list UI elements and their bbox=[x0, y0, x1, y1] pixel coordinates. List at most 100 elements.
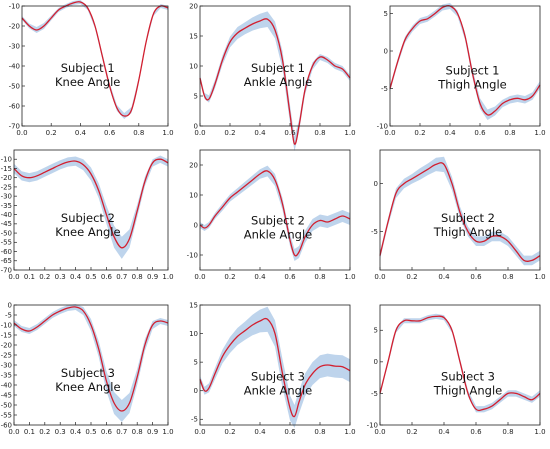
y-tick-label: 0 bbox=[8, 301, 12, 309]
y-tick-label: -20 bbox=[1, 174, 12, 182]
x-tick-label: 0.4 bbox=[438, 273, 450, 281]
x-tick-label: 0.1 bbox=[24, 273, 35, 281]
chart-panel-1: -10 -20 -30 -40 -50 -60 -700.0 0.2 0.4 0.6 0.8 1.0 S… bbox=[9, 0, 174, 137]
x-tick-label: 0.6 bbox=[284, 129, 296, 137]
x-tick-label: 0.8 bbox=[314, 273, 325, 281]
y-tick-label: -40 bbox=[1, 211, 12, 219]
y-tick-label: 20 bbox=[189, 161, 198, 169]
mean-line bbox=[389, 4, 541, 116]
y-tick-label: -70 bbox=[9, 122, 20, 130]
y-tick-label: -10 bbox=[1, 156, 12, 164]
plot-frame bbox=[199, 304, 351, 426]
panel-subject-label: Subject 1 bbox=[61, 61, 115, 75]
x-tick-label: 1.0 bbox=[344, 129, 355, 137]
x-tick-label: 0.6 bbox=[474, 129, 486, 137]
x-tick-label: 1.0 bbox=[344, 428, 355, 436]
x-tick-label: 0.3 bbox=[55, 273, 66, 281]
panel-subject-label: Subject 3 bbox=[251, 370, 305, 384]
x-tick-label: 0.0 bbox=[384, 129, 395, 137]
y-tick-label: 15 bbox=[189, 301, 198, 309]
x-tick-label: 0.0 bbox=[194, 428, 205, 436]
panel-subject-label: Subject 2 bbox=[251, 213, 305, 227]
x-tick-label: 0.6 bbox=[284, 273, 296, 281]
x-tick-label: 0.4 bbox=[70, 428, 82, 436]
x-tick-label: 0.8 bbox=[132, 273, 143, 281]
plot-frame bbox=[199, 149, 351, 271]
x-tick-label: 0.5 bbox=[85, 428, 96, 436]
mean-line bbox=[199, 18, 351, 145]
panel-angle-label: Thigh Angle bbox=[437, 77, 506, 91]
panel-angle-label: Knee Angle bbox=[55, 225, 120, 239]
x-tick-label: 0.3 bbox=[55, 428, 66, 436]
y-tick-label: -5 bbox=[5, 311, 12, 319]
x-tick-label: 0.2 bbox=[224, 129, 235, 137]
x-tick-label: 0.4 bbox=[438, 428, 450, 436]
panel-angle-label: Ankle Angle bbox=[244, 75, 312, 89]
x-tick-label: 0.4 bbox=[254, 273, 266, 281]
y-tick-label: -5 bbox=[381, 85, 388, 93]
y-tick-label: 10 bbox=[189, 191, 198, 199]
panel-angle-label: Knee Angle bbox=[55, 75, 120, 89]
x-tick-label: 1.0 bbox=[162, 273, 173, 281]
y-tick-label: 10 bbox=[189, 62, 198, 70]
x-tick-label: 0.0 bbox=[8, 273, 19, 281]
mean-line bbox=[379, 315, 541, 412]
chart-panel-5: 20 10 0 -10 0.0 0.2 0.4 0.6 0.8 1.0 Subject 2Ankle… bbox=[187, 149, 356, 281]
y-tick-label: -40 bbox=[9, 62, 20, 70]
x-tick-label: 0.0 bbox=[374, 428, 385, 436]
chart-panel-2: 20 15 10 5 00.0 0.2 0.4 0.6 0.8 1.0 Subject 1Ankle… bbox=[189, 2, 356, 152]
panel-subject-label: Subject 1 bbox=[446, 63, 500, 77]
y-tick-label: 10 bbox=[189, 330, 198, 338]
x-tick-label: 0.4 bbox=[444, 129, 456, 137]
x-tick-label: 0.8 bbox=[502, 428, 513, 436]
y-tick-label: -20 bbox=[1, 341, 12, 349]
sd-band bbox=[22, 0, 168, 119]
x-tick-label: 0.6 bbox=[284, 428, 296, 436]
plot-frame bbox=[379, 304, 541, 426]
x-tick-label: 0.7 bbox=[116, 428, 127, 436]
y-tick-label: 15 bbox=[189, 32, 198, 40]
y-tick-label: -10 bbox=[9, 2, 20, 10]
y-tick-label: -30 bbox=[1, 193, 12, 201]
x-tick-label: 0.8 bbox=[314, 129, 325, 137]
sd-band bbox=[14, 155, 168, 259]
panel-angle-label: Ankle Angle bbox=[244, 384, 312, 398]
y-tick-label: -10 bbox=[367, 421, 378, 429]
y-tick-label: -10 bbox=[1, 321, 12, 329]
x-tick-label: 1.0 bbox=[534, 428, 545, 436]
x-tick-label: 1.0 bbox=[344, 273, 355, 281]
mean-line bbox=[199, 170, 351, 257]
x-tick-label: 0.5 bbox=[85, 273, 96, 281]
x-tick-label: 0.8 bbox=[502, 273, 513, 281]
panel-subject-label: Subject 2 bbox=[61, 211, 115, 225]
panel-subject-label: Subject 3 bbox=[61, 366, 115, 380]
y-tick-label: 0 bbox=[194, 122, 198, 130]
panel-angle-label: Knee Angle bbox=[55, 380, 120, 394]
x-tick-label: 0.0 bbox=[16, 129, 27, 137]
mean-line bbox=[13, 306, 169, 412]
y-tick-label: -20 bbox=[9, 22, 20, 30]
x-tick-label: 0.2 bbox=[406, 273, 417, 281]
y-tick-label: -60 bbox=[1, 421, 12, 429]
chart-panel-9: 5 0 -5 -100.0 0.2 0.4 0.6 0.8 1.0 Subject 3Thigh … bbox=[367, 304, 546, 436]
panel-subject-label: Subject 2 bbox=[441, 211, 495, 225]
y-tick-label: -55 bbox=[1, 411, 12, 419]
sd-band bbox=[390, 3, 540, 120]
x-tick-label: 0.2 bbox=[224, 428, 235, 436]
mean-line bbox=[13, 158, 169, 249]
x-tick-label: 0.6 bbox=[104, 129, 116, 137]
panel-angle-label: Thigh Angle bbox=[433, 384, 502, 398]
x-tick-label: 0.0 bbox=[194, 273, 205, 281]
y-tick-label: -50 bbox=[1, 401, 12, 409]
x-tick-label: 0.2 bbox=[46, 129, 57, 137]
y-tick-label: -5 bbox=[191, 416, 198, 424]
y-tick-label: 5 bbox=[384, 10, 388, 18]
mean-line bbox=[199, 317, 351, 418]
y-tick-label: -25 bbox=[1, 183, 12, 191]
panel-subject-label: Subject 3 bbox=[441, 370, 495, 384]
x-tick-label: 0.4 bbox=[254, 129, 266, 137]
x-tick-label: 1.0 bbox=[162, 428, 173, 436]
y-tick-label: 20 bbox=[189, 2, 198, 10]
